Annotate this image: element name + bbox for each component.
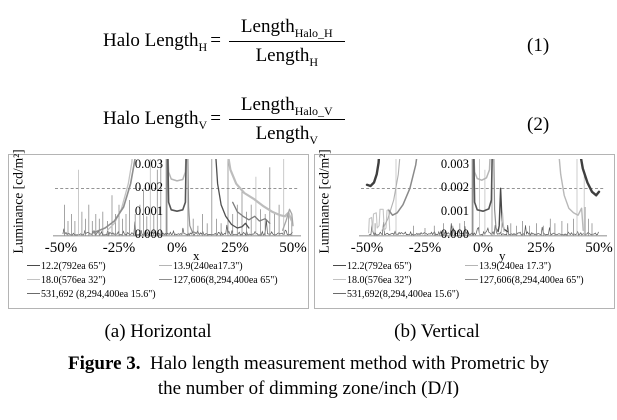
subcaption-a: (a) Horizontal bbox=[104, 321, 212, 342]
legend-label: 12.2(792ea 65") bbox=[41, 261, 106, 272]
legend-item: 531,692(8,294,400ea 15.6") bbox=[333, 289, 459, 301]
figure-caption-line1: Figure 3. Halo length measurement method… bbox=[68, 353, 549, 374]
fraction-numerator: LengthHalo_H bbox=[228, 16, 345, 42]
equation-1-fraction: LengthHalo_H LengthH bbox=[228, 16, 345, 69]
subcaption-b: (b) Vertical bbox=[394, 321, 480, 342]
x-axis-letter: y bbox=[499, 248, 506, 263]
legend-swatch bbox=[333, 279, 346, 280]
fraction-denominator: LengthV bbox=[255, 122, 319, 147]
legend-swatch bbox=[27, 265, 40, 266]
equation-2: Halo LengthV = LengthHalo_V LengthV bbox=[103, 88, 345, 150]
y-tick-label: 0.001 bbox=[440, 203, 469, 218]
legend-label: 531,692(8,294,400ea 15.6") bbox=[347, 289, 460, 300]
y-tick-label: 0.001 bbox=[134, 203, 163, 218]
x-tick-labels: -50% -25% 0% 25% 50% bbox=[315, 240, 614, 258]
equation-2-number: (2) bbox=[527, 114, 550, 135]
x-tick-label: -50% bbox=[350, 240, 384, 256]
legend-swatch bbox=[333, 293, 346, 294]
x-tick-label: 0% bbox=[167, 240, 187, 256]
x-tick-labels: -50% -25% 0% 25% 50% bbox=[9, 240, 308, 258]
y-tick-label: 0.003 bbox=[134, 157, 163, 171]
legend-swatch bbox=[465, 279, 478, 280]
x-tick-label: 25% bbox=[221, 240, 249, 256]
legend-swatch bbox=[333, 265, 346, 266]
legend-swatch bbox=[159, 265, 172, 266]
legend-item: 127,606(8,294,400ea 65") bbox=[465, 275, 584, 287]
x-tick-label: -25% bbox=[102, 240, 136, 256]
legend-label: 127,606(8,294,400ea 65") bbox=[173, 275, 278, 286]
equation-2-lhs: Halo LengthV bbox=[103, 108, 208, 132]
legend-label: 18.0(576ea 32") bbox=[41, 275, 106, 286]
fraction-numerator: LengthHalo_V bbox=[228, 94, 345, 120]
legend-label: 18.0(576ea 32") bbox=[347, 275, 412, 286]
legend-swatch bbox=[27, 293, 40, 294]
y-tick-label: 0.002 bbox=[440, 180, 469, 195]
x-tick-label: 50% bbox=[585, 240, 613, 256]
y-tick-label: 0.003 bbox=[440, 157, 469, 171]
legend-label: 13.9(240ea 17.3") bbox=[479, 261, 552, 272]
x-tick-label: 50% bbox=[279, 240, 307, 256]
legend-label: 13.9(240ea17.3") bbox=[173, 261, 243, 272]
legend-item: 13.9(240ea17.3") bbox=[159, 261, 243, 273]
legend-item: 531,692 (8,294,400ea 15.6") bbox=[27, 289, 156, 301]
legend-swatch bbox=[27, 279, 40, 280]
legend-item: 12.2(792ea 65") bbox=[27, 261, 106, 273]
legend-item: 127,606(8,294,400ea 65") bbox=[159, 275, 278, 287]
legend-label: 12.2(792ea 65") bbox=[347, 261, 412, 272]
chart-panel-vertical: Luminance [cd/m²] 0.000 0.001 0.002 0.003 -… bbox=[314, 149, 615, 309]
y-tick-labels: 0.000 0.001 0.002 0.003 bbox=[9, 155, 308, 308]
chart-panel-horizontal: Luminance [cd/m²] 0.000 0.001 0.002 0.003 -… bbox=[8, 149, 309, 309]
y-tick-label: 0.000 bbox=[134, 227, 163, 241]
legend-item: 18.0(576ea 32") bbox=[333, 275, 412, 287]
x-tick-label: 25% bbox=[527, 240, 555, 256]
legend-item: 12.2(792ea 65") bbox=[333, 261, 412, 273]
legend-swatch bbox=[465, 265, 478, 266]
y-tick-labels: 0.000 0.001 0.002 0.003 bbox=[315, 155, 614, 308]
y-tick-label: 0.002 bbox=[134, 180, 163, 195]
legend-label: 127,606(8,294,400ea 65") bbox=[479, 275, 584, 286]
equation-2-fraction: LengthHalo_V LengthV bbox=[228, 94, 345, 147]
figure-caption-label: Figure 3. bbox=[68, 353, 141, 374]
y-tick-label: 0.000 bbox=[440, 227, 469, 241]
equals-sign: = bbox=[210, 30, 221, 51]
x-tick-label: -50% bbox=[44, 240, 78, 256]
x-tick-label: -25% bbox=[408, 240, 442, 256]
legend-label: 531,692 (8,294,400ea 15.6") bbox=[41, 289, 156, 300]
legend-item: 18.0(576ea 32") bbox=[27, 275, 106, 287]
figure-caption-line2: the number of dimming zone/inch (D/I) bbox=[157, 378, 460, 399]
chart-legend: 12.2(792ea 65") 13.9(240ea17.3") 18.0(576e… bbox=[17, 261, 305, 307]
equation-1-lhs: Halo LengthH bbox=[103, 30, 208, 54]
equation-1-number: (1) bbox=[527, 35, 550, 56]
fraction-denominator: LengthH bbox=[255, 44, 319, 69]
chart-legend: 12.2(792ea 65") 13.9(240ea 17.3") 18.0(576… bbox=[323, 261, 611, 307]
equals-sign: = bbox=[210, 108, 221, 129]
x-tick-label: 0% bbox=[473, 240, 493, 256]
legend-item: 13.9(240ea 17.3") bbox=[465, 261, 551, 273]
equation-1: Halo LengthH = LengthHalo_H LengthH bbox=[103, 10, 345, 72]
x-axis-letter: x bbox=[193, 248, 200, 263]
legend-swatch bbox=[159, 279, 172, 280]
